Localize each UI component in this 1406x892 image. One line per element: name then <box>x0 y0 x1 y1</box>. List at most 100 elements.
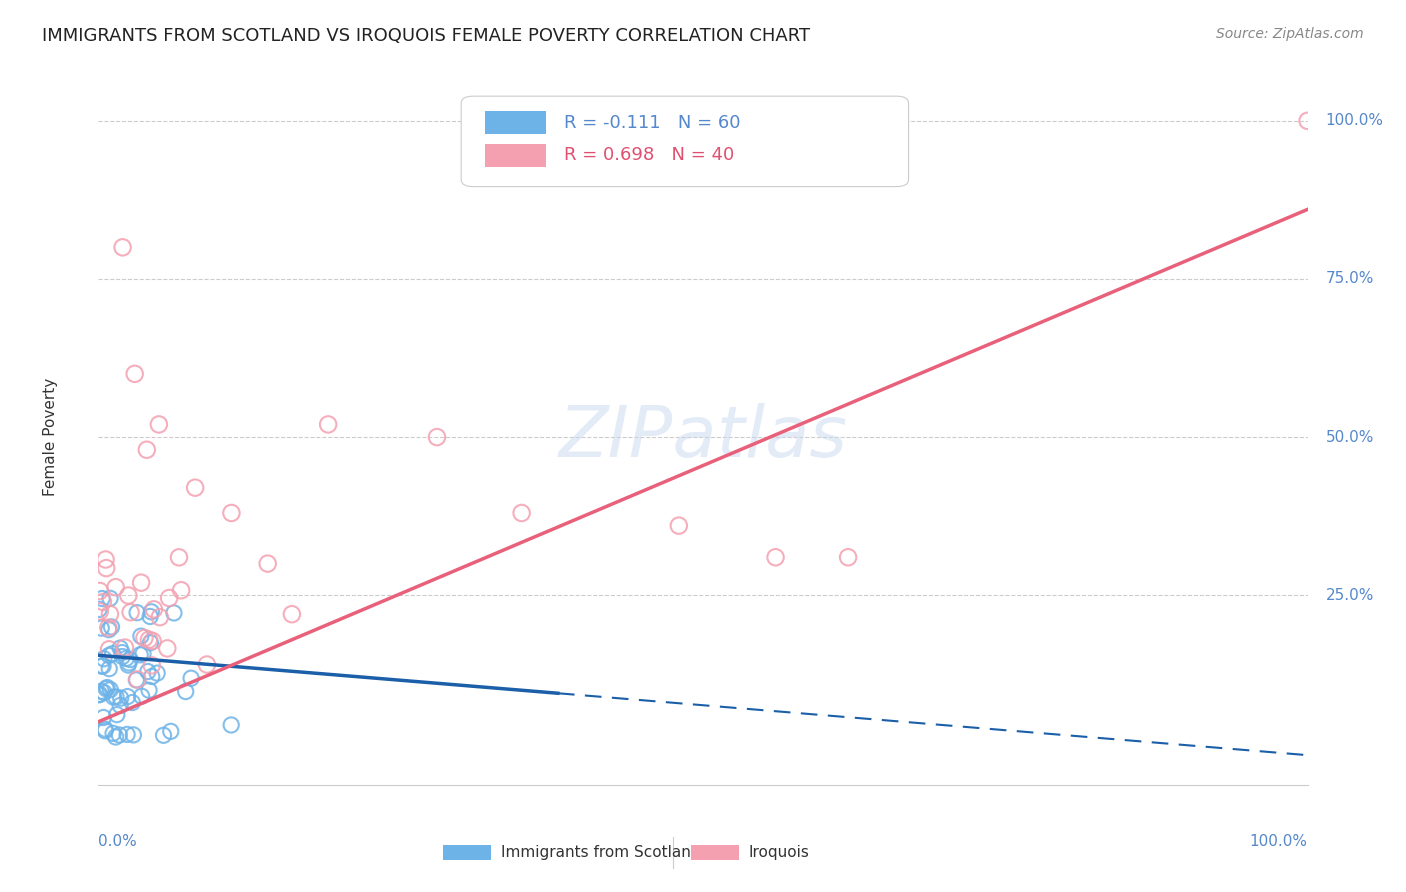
Point <box>115 727 138 741</box>
Text: 100.0%: 100.0% <box>1250 834 1308 848</box>
Point <box>120 652 142 666</box>
Point <box>170 583 193 598</box>
Point <box>122 728 145 742</box>
Point <box>108 698 131 713</box>
Text: R = 0.698   N = 40: R = 0.698 N = 40 <box>564 146 734 164</box>
Point <box>510 506 533 520</box>
Point <box>136 665 159 679</box>
Point <box>132 647 155 661</box>
Point <box>316 417 339 432</box>
Point <box>174 684 197 698</box>
Point <box>138 632 160 647</box>
Point <box>120 605 142 619</box>
Point <box>93 685 115 699</box>
Point <box>141 669 163 683</box>
Point <box>127 673 149 687</box>
Point <box>94 723 117 738</box>
Text: R = -0.111   N = 60: R = -0.111 N = 60 <box>564 113 741 132</box>
Point <box>98 648 121 663</box>
Point <box>668 518 690 533</box>
Point <box>94 681 117 696</box>
FancyBboxPatch shape <box>485 145 546 167</box>
Point <box>100 620 122 634</box>
Point <box>142 602 165 616</box>
Text: IMMIGRANTS FROM SCOTLAND VS IROQUOIS FEMALE POVERTY CORRELATION CHART: IMMIGRANTS FROM SCOTLAND VS IROQUOIS FEM… <box>42 27 810 45</box>
Point <box>90 684 112 698</box>
Point <box>91 591 114 606</box>
Point <box>97 621 120 635</box>
Point <box>281 607 304 622</box>
Point <box>111 646 134 660</box>
Point <box>837 550 859 565</box>
Point <box>93 652 115 666</box>
Point <box>115 651 138 665</box>
Point <box>104 730 127 744</box>
Point <box>91 659 114 673</box>
Point <box>426 430 449 444</box>
Point <box>87 602 110 616</box>
Text: ZIPatlas: ZIPatlas <box>558 402 848 472</box>
Point <box>135 442 157 457</box>
Point <box>131 690 153 704</box>
Point <box>101 726 124 740</box>
Point <box>108 641 131 656</box>
Point <box>110 691 132 706</box>
Point <box>256 557 278 571</box>
Point <box>121 696 143 710</box>
Point <box>97 623 120 637</box>
Point <box>157 591 180 605</box>
Point <box>125 673 148 687</box>
Point <box>90 659 112 673</box>
Point <box>108 728 131 742</box>
Text: 50.0%: 50.0% <box>1326 430 1374 444</box>
Point <box>138 683 160 698</box>
Point <box>142 634 165 648</box>
Point <box>105 707 128 722</box>
Point <box>90 621 112 635</box>
Point <box>98 682 121 697</box>
Point <box>89 604 111 618</box>
Point <box>195 657 218 672</box>
Point <box>163 606 186 620</box>
Point <box>141 658 163 673</box>
Point <box>101 647 124 661</box>
Point <box>87 688 110 702</box>
Point <box>156 641 179 656</box>
FancyBboxPatch shape <box>485 112 546 135</box>
Point <box>89 584 111 599</box>
Text: Immigrants from Scotland: Immigrants from Scotland <box>501 845 700 860</box>
Point <box>129 629 152 643</box>
Point <box>1296 113 1319 128</box>
Point <box>98 591 121 606</box>
Point <box>93 710 115 724</box>
Point <box>111 240 134 254</box>
Point <box>184 481 207 495</box>
Point <box>103 690 125 704</box>
Point <box>127 606 149 620</box>
Point <box>219 718 242 732</box>
Point <box>111 649 134 664</box>
Point <box>139 609 162 624</box>
Point <box>148 417 170 432</box>
Point <box>141 605 163 619</box>
Point <box>94 552 117 566</box>
Point <box>129 575 152 590</box>
Point <box>117 589 139 603</box>
Point <box>124 367 146 381</box>
FancyBboxPatch shape <box>461 96 908 186</box>
Point <box>152 728 174 742</box>
Point <box>117 690 139 704</box>
Point <box>98 607 121 621</box>
Point <box>105 690 128 704</box>
Point <box>149 610 172 624</box>
Text: Iroquois: Iroquois <box>749 845 810 860</box>
Point <box>146 666 169 681</box>
Point <box>94 722 117 736</box>
Text: Source: ZipAtlas.com: Source: ZipAtlas.com <box>1216 27 1364 41</box>
Point <box>89 687 111 701</box>
Point <box>104 580 127 594</box>
Text: 75.0%: 75.0% <box>1326 271 1374 286</box>
Text: Female Poverty: Female Poverty <box>42 378 58 496</box>
Text: 100.0%: 100.0% <box>1326 113 1384 128</box>
Point <box>180 671 202 685</box>
